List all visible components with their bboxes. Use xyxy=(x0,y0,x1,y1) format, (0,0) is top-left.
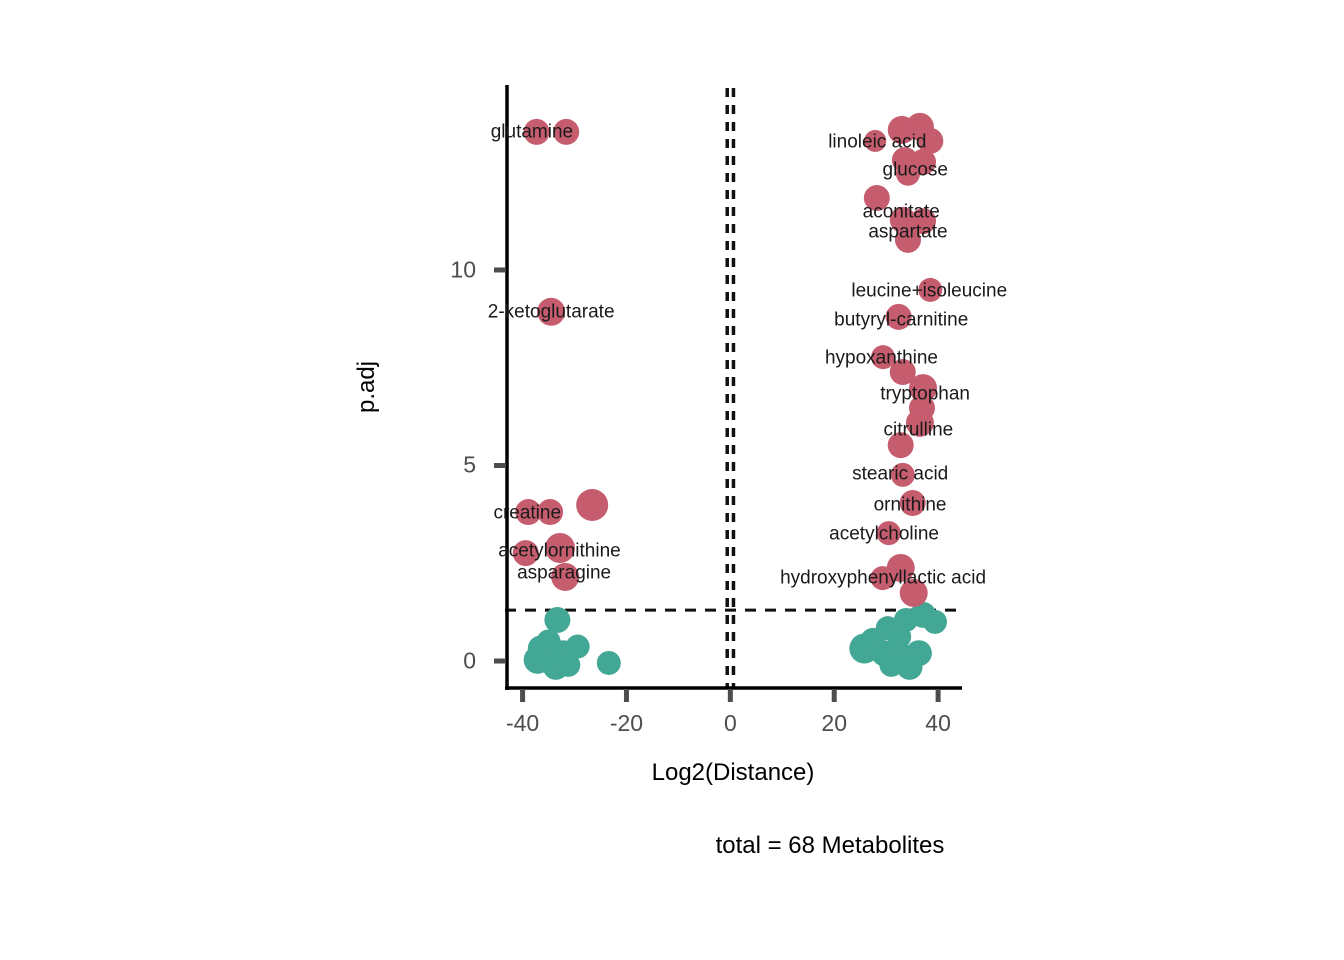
data-point-significant xyxy=(918,277,943,302)
data-point-not-significant xyxy=(544,606,571,633)
data-point-significant xyxy=(863,185,890,212)
metabolite-label: acetylcholine xyxy=(829,523,939,545)
metabolite-label: acetylornithine xyxy=(498,540,621,562)
data-point-significant xyxy=(864,129,887,152)
metabolite-label: leucine+isoleucine xyxy=(851,280,1008,302)
data-point-significant xyxy=(537,499,564,526)
data-point-significant xyxy=(889,206,916,233)
data-point-not-significant xyxy=(887,624,912,649)
data-point-not-significant xyxy=(556,652,581,677)
data-point-not-significant xyxy=(922,609,947,634)
data-point-significant xyxy=(537,297,566,326)
data-point-significant xyxy=(909,374,938,403)
x-axis-title: Log2(Distance) xyxy=(651,759,815,786)
data-point-significant xyxy=(876,521,901,546)
data-point-significant xyxy=(905,408,934,437)
y-tick-label: 0 xyxy=(463,647,476,674)
data-point-significant xyxy=(899,490,926,517)
data-point-significant xyxy=(894,226,921,253)
data-point-not-significant xyxy=(536,629,561,654)
metabolite-label: aspartate xyxy=(868,221,948,243)
data-point-significant xyxy=(553,118,580,145)
metabolite-label: asparagine xyxy=(517,562,612,584)
x-tick-label: -40 xyxy=(505,710,540,736)
metabolite-label: ornithine xyxy=(873,494,947,516)
y-tick-label: 10 xyxy=(450,256,476,283)
data-point-significant xyxy=(890,462,915,487)
data-point-significant xyxy=(910,208,937,235)
data-point-significant xyxy=(887,432,914,459)
metabolite-label: butyryl-carnitine xyxy=(834,309,969,331)
metabolite-label: hypoxanthine xyxy=(824,347,939,369)
metabolite-label: creatine xyxy=(493,502,562,524)
data-point-significant xyxy=(871,345,896,370)
data-point-not-significant xyxy=(896,653,923,680)
data-point-significant xyxy=(576,488,609,521)
metabolite-label: citrulline xyxy=(883,419,954,441)
data-point-significant xyxy=(899,578,928,607)
data-point-significant xyxy=(917,127,944,154)
data-point-significant xyxy=(515,499,542,526)
x-tick-label: -20 xyxy=(609,710,644,736)
data-point-not-significant xyxy=(565,634,590,659)
data-point-significant xyxy=(512,540,539,567)
data-point-significant xyxy=(895,161,920,186)
metabolite-label: stearic acid xyxy=(852,463,949,485)
data-point-significant xyxy=(889,359,916,386)
data-point-significant xyxy=(551,562,580,591)
metabolite-label: glucose xyxy=(882,159,949,181)
metabolite-label: glutamine xyxy=(490,121,574,143)
data-point-significant xyxy=(544,533,575,564)
metabolite-label: tryptophan xyxy=(880,383,971,405)
y-axis-title: p.adj xyxy=(353,360,380,414)
figure-caption: total = 68 Metabolites xyxy=(715,832,945,859)
metabolite-label: aconitate xyxy=(862,201,940,223)
data-point-significant xyxy=(885,303,912,330)
x-tick-label: 20 xyxy=(821,710,848,736)
metabolite-label: 2-ketoglutarate xyxy=(487,301,615,323)
metabolite-label: hydroxyphenyllactic acid xyxy=(780,567,987,589)
y-tick-label: 5 xyxy=(463,451,476,478)
metabolite-label: linoleic acid xyxy=(828,131,927,153)
data-point-significant xyxy=(523,118,550,145)
x-tick-label: 40 xyxy=(925,710,951,736)
data-point-significant xyxy=(870,566,895,591)
x-tick-label: 0 xyxy=(723,710,737,736)
data-point-not-significant xyxy=(596,650,621,675)
